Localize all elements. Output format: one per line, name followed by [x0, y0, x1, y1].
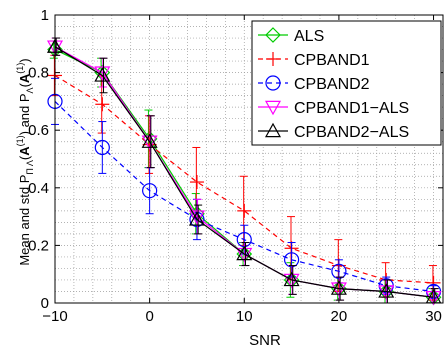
legend-label: CPBAND1−ALS	[294, 100, 409, 117]
series-line	[54, 74, 434, 284]
y-tick-label: 0.2	[28, 237, 49, 254]
data-point	[142, 183, 158, 199]
y-label-open2: (	[17, 82, 32, 87]
legend-marker	[265, 27, 281, 43]
y-label-sub1: Π Λ	[25, 160, 35, 175]
x-tick-label: −10	[42, 308, 67, 325]
y-label-bold1: A	[17, 146, 32, 156]
data-point	[236, 245, 253, 261]
y-label-open1: (	[17, 155, 32, 160]
y-tick-labels: 0 0.2 0.4 0.6 0.8 1	[28, 7, 49, 312]
series-line	[54, 46, 434, 298]
legend-label: CPBAND2−ALS	[294, 124, 409, 141]
x-axis-label: SNR	[249, 332, 281, 349]
grid	[55, 15, 443, 303]
y-tick-label: 0.6	[28, 122, 49, 139]
data-point	[188, 210, 205, 225]
legend-label: CPBAND1	[294, 52, 370, 69]
data-point	[95, 97, 110, 112]
y-label-bold2: A	[17, 73, 32, 83]
legend-item: CPBAND1	[258, 52, 370, 69]
y-tick-label: 1	[41, 7, 49, 24]
data-point	[425, 291, 442, 306]
y-tick-label: 0.8	[28, 65, 49, 82]
series-layer	[46, 37, 442, 306]
x-tick-label: 30	[425, 308, 442, 325]
legend: ALS CPBAND1 CPBAND2 CPBAND1−ALS CPBAND2−ALS	[251, 20, 442, 146]
legend-box	[251, 20, 442, 146]
legend-marker	[264, 100, 282, 116]
data-point	[141, 135, 158, 150]
data-point	[236, 247, 253, 263]
plot-frame	[54, 14, 444, 304]
y-axis-label: Mean and std PΠ Λ(A(1)) and PΛ(A(1))	[15, 58, 35, 265]
x-tick-labels: −10 0 10 20 30	[42, 308, 442, 325]
legend-marker	[264, 122, 282, 138]
y-label-prefix: Mean and std P	[17, 175, 32, 266]
data-point	[237, 203, 252, 218]
legend-marker	[266, 52, 280, 66]
data-point	[188, 211, 205, 226]
data-point	[378, 283, 395, 298]
x-tick-label: 0	[145, 308, 153, 325]
data-point	[283, 252, 300, 268]
data-point	[283, 271, 300, 287]
y-tick-label: 0	[41, 295, 49, 312]
series-line	[54, 100, 434, 293]
y-tick-label: 0.4	[28, 180, 49, 197]
legend-label: ALS	[294, 28, 324, 45]
legend-marker	[265, 75, 281, 91]
data-point	[330, 280, 347, 295]
series-4	[46, 37, 442, 304]
y-label-sup2: (1)	[15, 63, 25, 74]
y-label-sub2: Λ	[25, 87, 35, 93]
y-label-mid2: ) and P	[17, 93, 32, 135]
data-point	[94, 139, 110, 156]
legend-item: CPBAND2	[258, 75, 370, 93]
data-point	[331, 263, 347, 279]
data-point	[141, 133, 158, 148]
data-point	[94, 67, 111, 82]
y-label-sup1: (1)	[15, 135, 25, 146]
legend-item: ALS	[258, 27, 324, 45]
x-tick-label: 20	[331, 308, 348, 325]
data-point	[189, 175, 204, 190]
legend-item: CPBAND2−ALS	[258, 122, 409, 141]
x-tick-label: 10	[236, 308, 253, 325]
y-label-close: )	[17, 58, 32, 62]
legend-label: CPBAND2	[294, 76, 370, 93]
legend-item: CPBAND1−ALS	[258, 100, 409, 117]
